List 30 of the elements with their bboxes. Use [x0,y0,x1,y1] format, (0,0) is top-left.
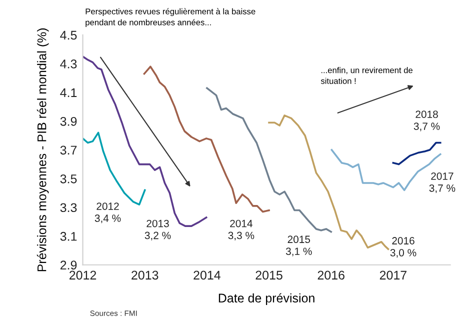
annotation: 2012 3,4 % [94,202,121,224]
x-axis-title: Date de prévision [218,293,314,305]
y-tick-label: 3.3 [60,203,77,212]
line-series [206,87,332,233]
y-tick-label: 3.7 [60,146,77,155]
annotation: 2013 3,2 % [144,220,171,240]
x-tick-label: 2017 [380,270,406,280]
x-tick-label: 2013 [132,270,158,280]
x-tick-label: 2014 [194,270,220,280]
annotation: 2014 3,3 % [228,220,254,240]
annotation: 2016 3,0 % [390,237,416,258]
annotation: 2018 3,7 % [414,110,440,132]
y-tick-label: 4.3 [60,60,77,68]
line-series [392,142,442,166]
x-tick-label: 2012 [70,270,96,280]
y-tick-label: 4.5 [60,30,77,40]
line-series [82,56,208,227]
annotation: ...enfin, un revirement de situation ! [320,67,413,84]
annotation: 2017 3,7 % [429,172,456,194]
y-tick-label: 3.1 [60,232,77,241]
annotation: 2015 3,1 % [286,236,312,256]
y-axis-title: Prévisions moyennes - PIB réel mondial (%) [36,28,49,272]
x-tick-label: 2015 [256,270,282,280]
line-series [143,66,270,213]
y-tick-label: 4.1 [60,88,77,97]
x-tick-label: 2016 [318,270,344,280]
y-tick-label: 3.5 [60,174,77,184]
y-tick-label: 2.9 [60,260,77,270]
text: Perspectives revues régulièrement à la baisse pendant de nombreuses années... [86,8,256,27]
y-tick-label: 3.9 [60,116,77,126]
